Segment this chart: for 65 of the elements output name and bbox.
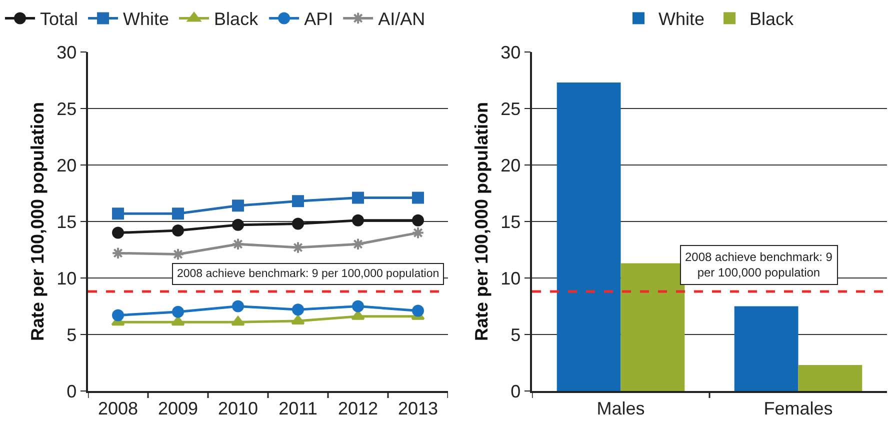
x-tick-label: 2011 [278,398,318,418]
point [232,200,244,212]
legend-label: White [658,9,705,30]
point [412,226,424,240]
point [292,218,304,230]
x-tick-label: 2008 [98,398,138,418]
point [352,238,364,250]
point [292,241,304,254]
legend-label: Black [750,9,795,30]
point [172,248,184,261]
bar [556,82,621,391]
y-axis-title: Rate per 100,000 population [27,102,48,342]
y-tick-label: 30 [56,42,77,62]
x-tick-label: 2010 [218,398,258,418]
y-tick-label: 25 [500,98,521,119]
point [112,246,124,260]
bar [734,306,798,391]
y-tick-label: 25 [56,98,77,119]
legend-label: Black [214,9,260,30]
point [232,238,244,250]
y-tick-label: 15 [500,212,521,232]
y-tick-label: 20 [500,155,521,176]
ref-line-label: 2008 achieve benchmark: 9 per 100,000 population [177,268,440,280]
point [292,304,304,316]
point [352,192,364,204]
point [291,314,305,324]
y-tick-label: 10 [500,268,521,288]
legend-label: White [123,9,170,30]
x-tick-label: 2013 [398,398,438,418]
point [232,218,244,231]
point [292,195,304,208]
x-tick-label: Males [596,398,645,418]
point [112,226,124,239]
point [172,224,184,237]
y-tick-label: 5 [510,324,521,345]
point [232,300,244,312]
x-tick-label: 2012 [338,398,378,418]
point [171,316,185,326]
y-tick-label: 0 [510,381,521,402]
point [112,208,124,220]
point [172,208,184,220]
legend-label: API [304,9,334,30]
point [352,300,364,312]
ref-line-label: 2008 achieve benchmark: 9 per 100,000 population [685,250,833,280]
legend-label: AI/AN [378,9,426,30]
y-tick-label: 15 [56,212,77,232]
bar [620,263,685,391]
point [412,192,424,204]
point [412,214,424,226]
y-tick-label: 10 [56,268,77,288]
y-tick-label: 5 [66,324,77,345]
x-tick-label: Females [764,398,833,418]
point [112,309,124,322]
point [351,310,365,320]
y-tick-label: 30 [500,42,521,62]
point [352,214,364,226]
y-axis-title: Rate per 100,000 population [471,102,492,342]
legend-label: Total [40,9,78,30]
y-tick-label: 20 [56,155,77,176]
x-tick-label: 2009 [158,398,198,418]
point [172,306,184,318]
bar [798,365,862,391]
point [412,304,424,317]
point [231,316,245,326]
y-tick-label: 0 [66,381,77,402]
